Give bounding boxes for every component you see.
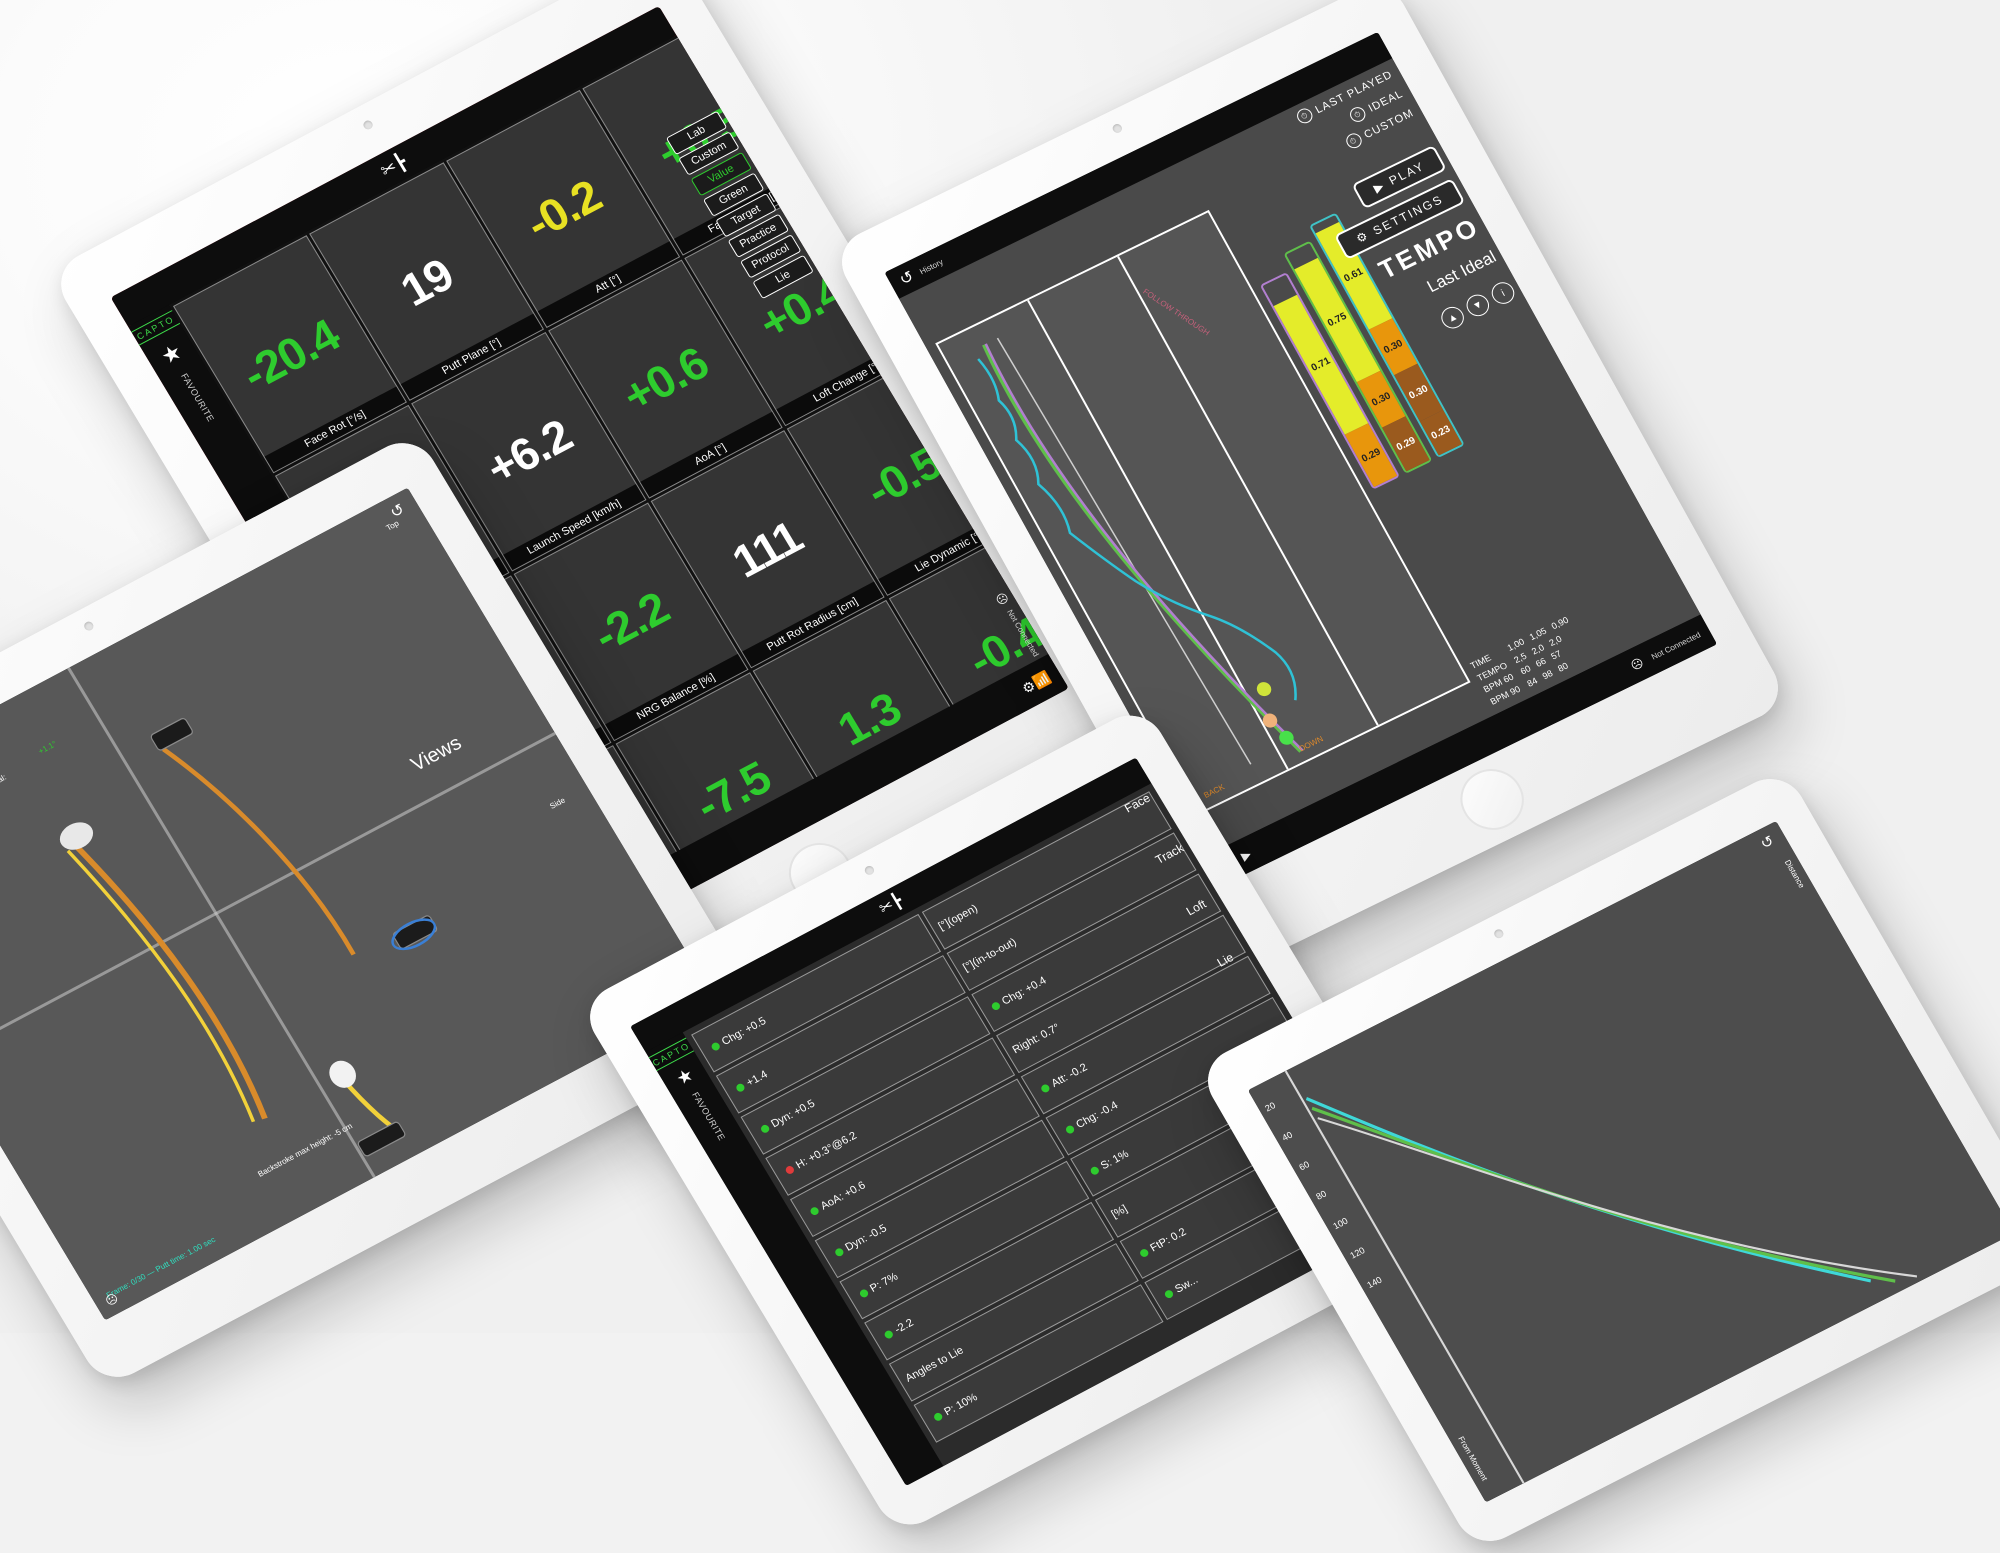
play-label: PLAY [1386,158,1428,188]
list-item-label: -2.2 [892,1316,916,1336]
list-item-label: [%] [1109,1202,1130,1221]
status-dot [1039,1083,1051,1094]
metric-value: -0.2 [516,169,610,250]
list-item-label: H: +0.3°@6.2 [793,1129,859,1172]
list-item-label: AoA: +0.6 [818,1179,868,1213]
status-dot [1138,1247,1150,1259]
bluetooth-off-icon[interactable]: ☹ [1628,655,1647,674]
status-dot [833,1246,845,1258]
status-dot [784,1164,796,1176]
status-dot [1163,1288,1175,1300]
metric-value: 19 [391,247,462,316]
list-item-label: Dyn: +0.5 [769,1097,818,1131]
nav-next-icon[interactable]: ▶ [1238,846,1254,864]
views-screen: Positions Low Point: Arc: -7.2 cm -3.9° … [0,487,714,1321]
clock-icon: ⏱ [1343,131,1364,151]
curve-screen: 20 40 60 80 100 120 140 From Moment Dist… [1247,821,2000,1503]
favourite-label: FAVOURITE [179,371,217,424]
status-dot [932,1411,944,1423]
column-header-track: Track [1152,840,1187,867]
list-item-label: [°](open) [936,902,980,933]
list-item-label: P: 10% [942,1391,980,1419]
status-dot [759,1123,771,1135]
list-item-label: Chg: +0.4 [999,974,1049,1008]
list-item-label: +1.4 [744,1068,770,1090]
status-dot [858,1288,870,1299]
table-cell: 84 [1525,675,1539,689]
volume-down-icon[interactable]: ▼ [1462,290,1494,320]
status-dot [990,1000,1002,1012]
list-item-label: Dyn: -0.5 [843,1222,889,1254]
list-item-label: Chg: -0.4 [1074,1099,1121,1131]
history-label: History [917,257,945,276]
status-dot [883,1329,895,1340]
list-item-label: FtP: 0.2 [1148,1225,1189,1255]
list-item-label: P: 7% [868,1270,901,1295]
putter-tool-icon[interactable]: ✂┣ [376,151,410,181]
list-item-label: Right: 0.7° [1010,1021,1063,1057]
metric-value: +6.2 [476,408,581,495]
clock-icon: ⏱ [1347,104,1369,125]
tempo-panel: ⏱ LAST PLAYED ⏱ IDEAL ⏱ CUSTOM [899,58,1701,856]
list-item-label: Chg: +0.5 [719,1015,769,1048]
metric-value: 111 [723,510,811,588]
metric-value: -20.4 [232,308,348,401]
status-dot [1089,1165,1101,1177]
sensor-signal-icon[interactable]: ⚙📶 [1018,668,1054,697]
views-canvas[interactable]: Positions Low Point: Arc: -7.2 cm -3.9° … [0,487,714,1321]
history-back-icon[interactable]: ↺ [896,268,918,290]
list-item-label: [°](in-to-out) [961,936,1019,974]
tempo-screen: ↺ History ⏱ LAST PLAYED ⏱ IDEAL ⏱ [884,31,1718,885]
favourite-star-icon[interactable]: ★ [672,1064,698,1089]
table-cell: 98 [1540,667,1555,681]
table-cell: 80 [1555,660,1570,674]
volume-up-icon[interactable]: ▲ [1437,303,1468,333]
tempo-chart[interactable]: BACK DOWN FOLLOW THROUGH [935,209,1471,816]
list-item-label: S: 1% [1098,1148,1131,1173]
info-icon[interactable]: i [1487,278,1519,308]
list-item-label: Angles to Lie [903,1344,966,1385]
metric-value: -2.2 [584,581,678,662]
gear-icon: ⚙ [1353,228,1372,246]
tablet-views: Positions Low Point: Arc: -7.2 cm -3.9° … [0,431,777,1389]
list-item-label: Att: -0.2 [1049,1061,1090,1090]
status-dot [734,1082,747,1093]
list-item-label: Sw... [1172,1274,1201,1296]
status-dot [808,1205,821,1217]
play-icon: ▶ [1371,178,1388,196]
tablet-tempo: ↺ History ⏱ LAST PLAYED ⏱ IDEAL ⏱ [829,0,1791,975]
column-header-loft: Loft [1183,896,1209,919]
favourite-star-icon[interactable]: ★ [156,338,187,370]
clock-icon: ⏱ [1294,106,1316,126]
status-dot [1064,1124,1076,1135]
status-dot [710,1041,722,1052]
metric-value: +0.6 [613,336,717,422]
